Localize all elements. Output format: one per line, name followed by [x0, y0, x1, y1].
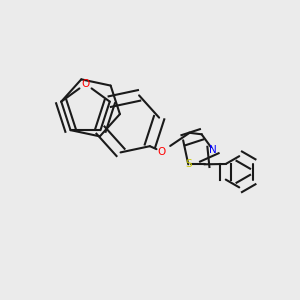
Text: N: N [209, 145, 217, 155]
Text: O: O [158, 147, 166, 157]
Text: S: S [185, 159, 192, 169]
Text: O: O [81, 79, 90, 89]
